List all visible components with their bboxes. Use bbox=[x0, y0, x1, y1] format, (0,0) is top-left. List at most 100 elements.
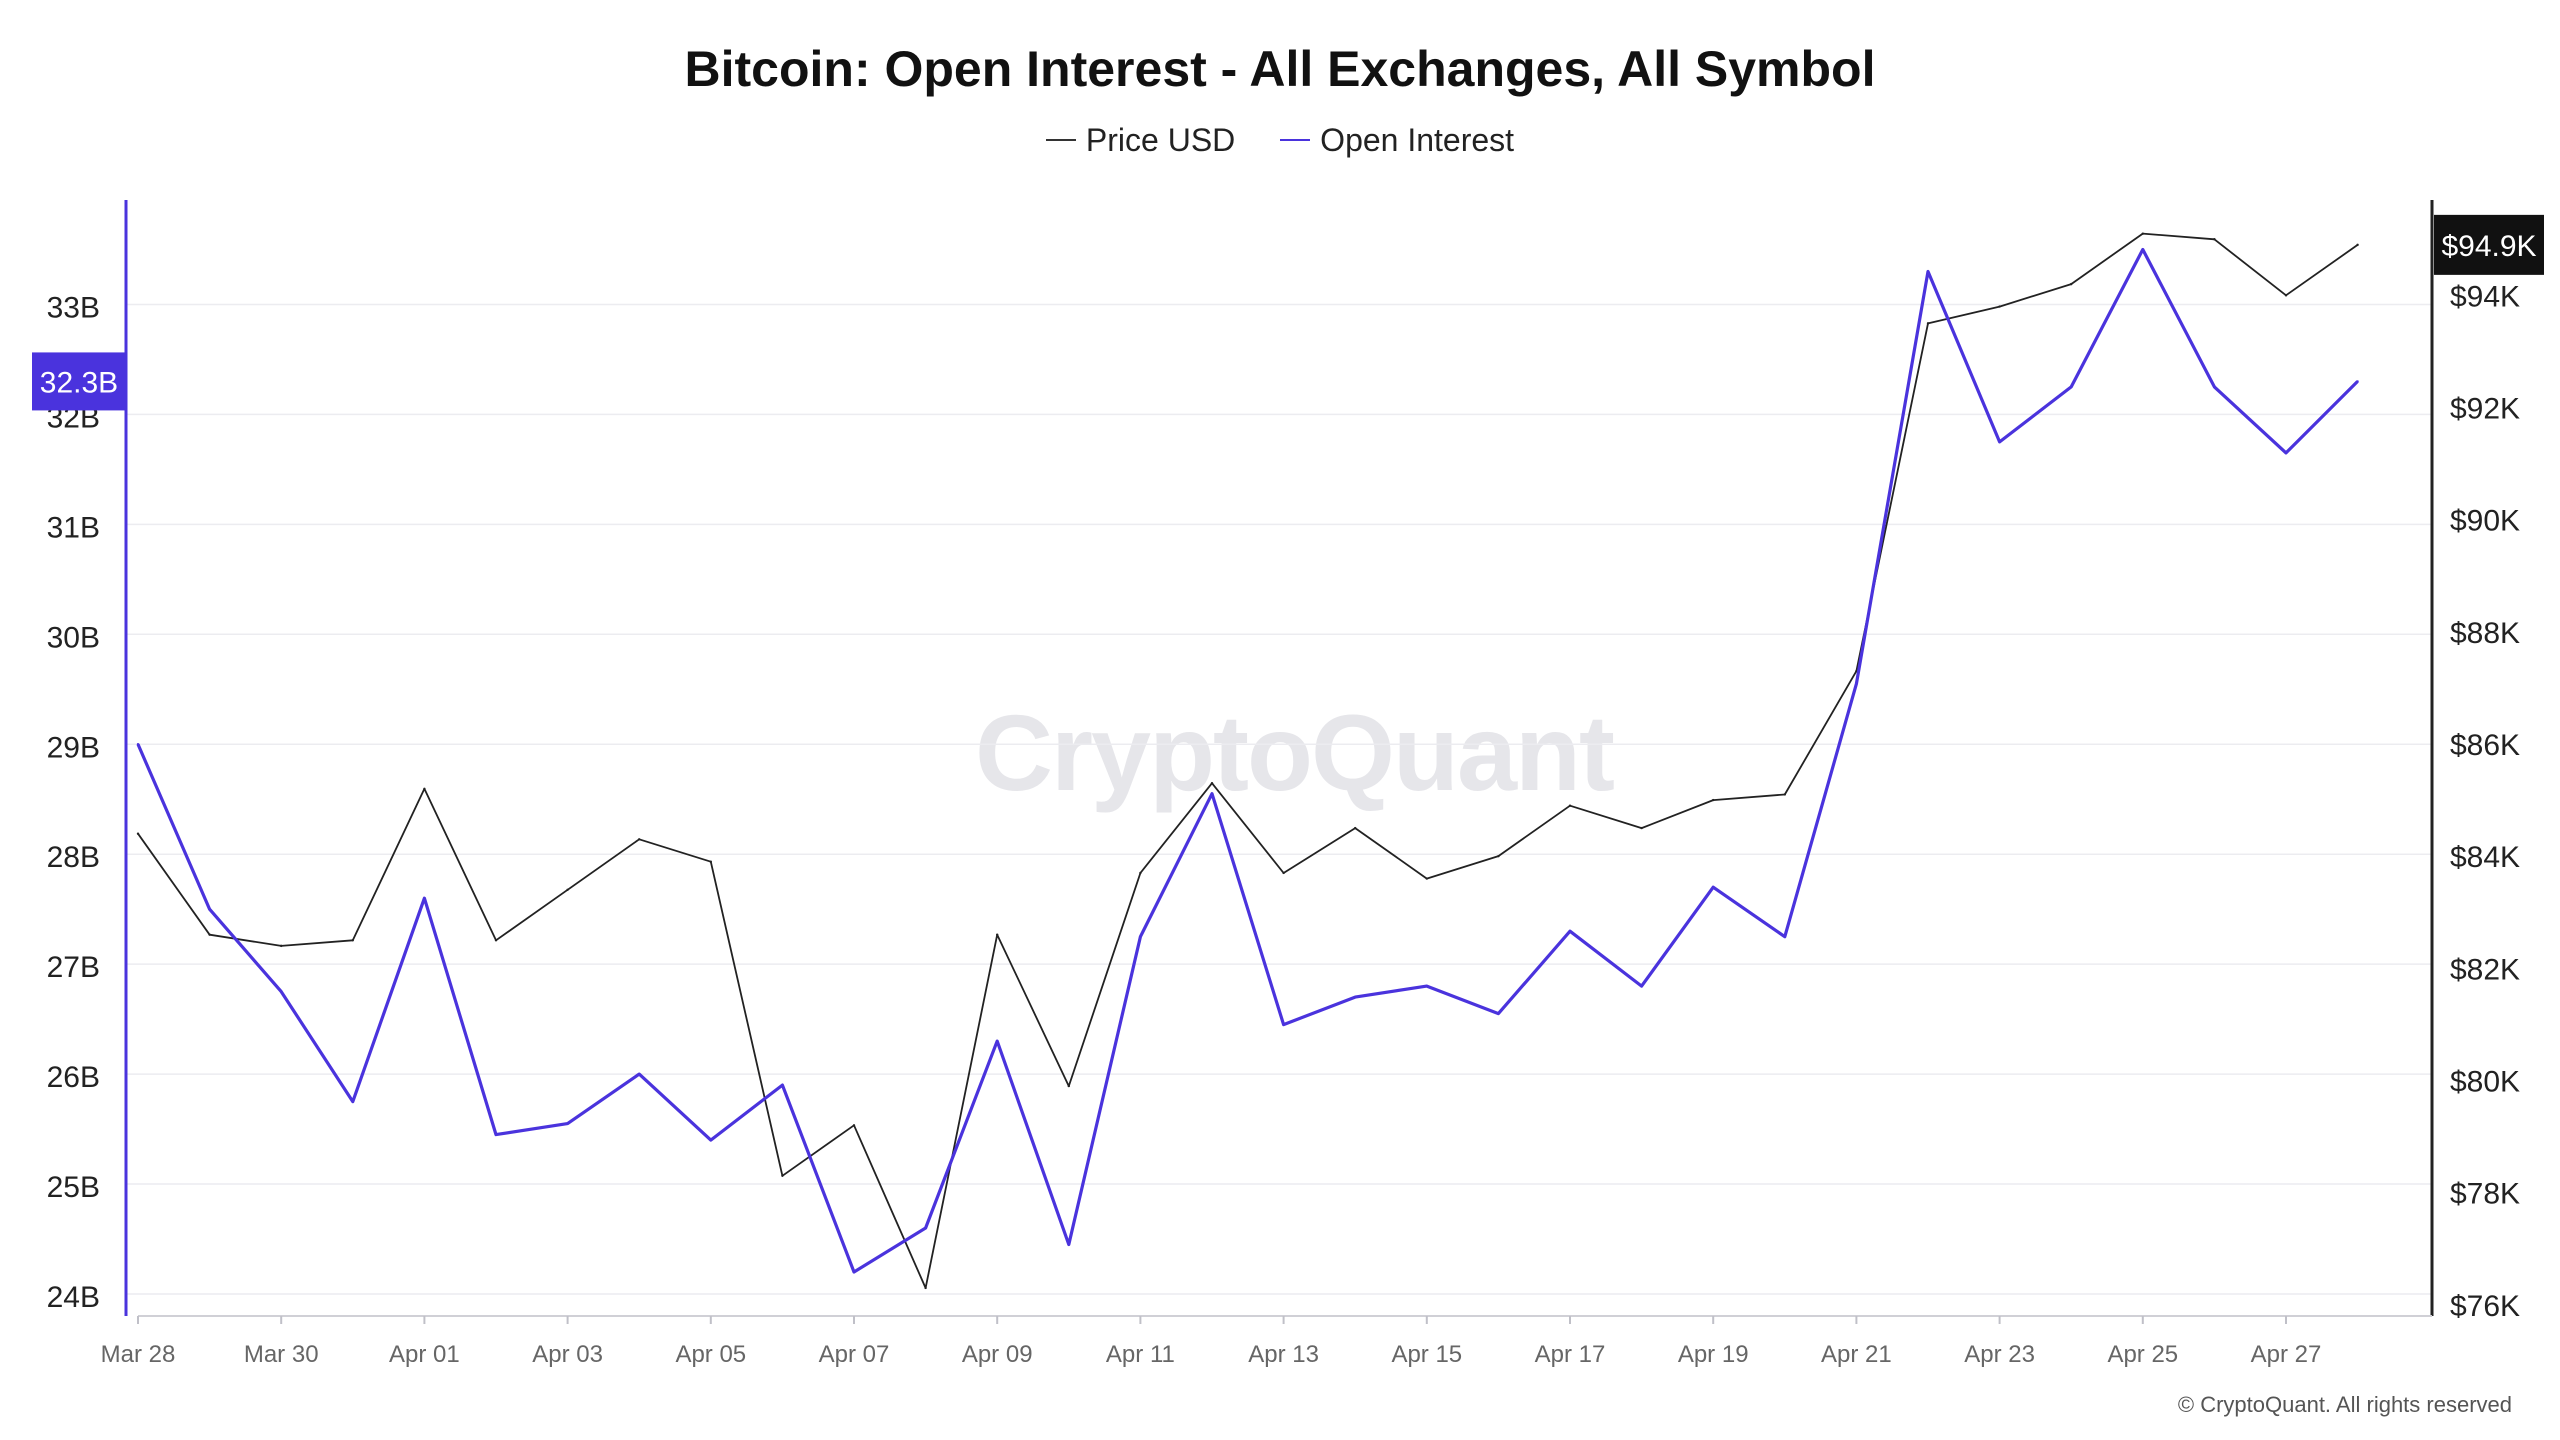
data-point-open-interest bbox=[2141, 248, 2144, 251]
legend-item-price[interactable]: Price USD bbox=[1045, 122, 1236, 159]
axis-layer bbox=[124, 200, 2434, 1324]
chart-title: Bitcoin: Open Interest - All Exchanges, … bbox=[684, 41, 1876, 97]
data-point-open-interest bbox=[709, 1138, 712, 1142]
legend-label-price: Price USD bbox=[1085, 122, 1236, 158]
y-right-tick-label: $86K bbox=[2450, 729, 2520, 762]
y-right-tick-label: $88K bbox=[2450, 617, 2520, 650]
data-point-open-interest bbox=[2356, 380, 2359, 383]
x-tick-label: Apr 01 bbox=[389, 1341, 460, 1368]
x-tick-label: Mar 30 bbox=[244, 1341, 319, 1368]
data-point-price-usd bbox=[1783, 793, 1787, 796]
data-point-price-usd bbox=[1497, 854, 1500, 858]
data-point-price-usd bbox=[2141, 232, 2144, 235]
data-point-price-usd bbox=[1926, 322, 1930, 325]
legend-label-open-interest: Open Interest bbox=[1320, 122, 1515, 158]
x-tick-label: Mar 28 bbox=[101, 1341, 176, 1368]
legend-item-open-interest[interactable]: Open Interest bbox=[1280, 122, 1514, 159]
current-oi-badge bbox=[32, 352, 126, 411]
data-point-open-interest bbox=[924, 1226, 927, 1230]
current-oi-label: 32.3B bbox=[40, 366, 118, 399]
data-point-price-usd bbox=[1067, 1084, 1071, 1088]
x-tick-label: Apr 15 bbox=[1391, 1341, 1462, 1368]
data-point-price-usd bbox=[1210, 782, 1214, 785]
data-point-open-interest bbox=[1139, 935, 1142, 938]
copyright-notice: © CryptoQuant. All rights reserved bbox=[2177, 1392, 2512, 1417]
x-tick-label: Apr 25 bbox=[2107, 1341, 2178, 1368]
data-point-open-interest bbox=[1712, 885, 1715, 889]
data-point-price-usd bbox=[1568, 804, 1572, 807]
data-point-price-usd bbox=[566, 888, 569, 891]
data-point-open-interest bbox=[351, 1100, 354, 1103]
y-left-tick-label: 24B bbox=[47, 1281, 100, 1314]
x-tick-label: Apr 13 bbox=[1248, 1341, 1319, 1368]
data-point-price-usd bbox=[494, 939, 498, 942]
data-point-price-usd bbox=[2356, 243, 2359, 247]
data-point-open-interest bbox=[1067, 1243, 1071, 1246]
data-point-price-usd bbox=[2213, 238, 2216, 241]
x-tick-label: Apr 19 bbox=[1678, 1341, 1749, 1368]
data-point-price-usd bbox=[136, 832, 140, 835]
x-tick-label: Apr 07 bbox=[819, 1341, 890, 1368]
data-point-open-interest bbox=[494, 1133, 498, 1136]
y-right-tick-label: $84K bbox=[2450, 841, 2520, 874]
data-point-open-interest bbox=[2284, 451, 2288, 455]
data-point-open-interest bbox=[1998, 440, 2001, 444]
data-point-open-interest bbox=[1282, 1023, 1285, 1026]
legend: Price USD Open Interest bbox=[0, 122, 2560, 159]
data-point-price-usd bbox=[2284, 294, 2288, 297]
data-point-open-interest bbox=[1210, 792, 1214, 795]
data-point-price-usd bbox=[1139, 871, 1142, 875]
data-point-open-interest bbox=[2213, 385, 2216, 389]
x-tick-label: Apr 17 bbox=[1535, 1341, 1606, 1368]
current-price-badge bbox=[2434, 214, 2544, 275]
data-point-price-usd bbox=[852, 1124, 856, 1127]
legend-swatch-price bbox=[1045, 138, 1076, 141]
data-point-open-interest bbox=[1497, 1012, 1500, 1015]
y-right-tick-label: $80K bbox=[2450, 1065, 2520, 1098]
x-tick-label: Apr 11 bbox=[1106, 1341, 1175, 1368]
y-right-tick-label: $94K bbox=[2450, 280, 2520, 313]
y-right-tick-label: $78K bbox=[2450, 1178, 2520, 1211]
line-layer bbox=[136, 232, 2359, 1290]
y-left-tick-label: 29B bbox=[47, 731, 100, 764]
data-point-price-usd bbox=[208, 933, 211, 936]
data-point-price-usd bbox=[1354, 826, 1357, 830]
y-left-tick-label: 30B bbox=[47, 621, 100, 654]
data-point-price-usd bbox=[638, 838, 641, 841]
data-point-price-usd bbox=[996, 933, 999, 936]
data-point-price-usd bbox=[2070, 282, 2073, 286]
x-tick-label: Apr 23 bbox=[1964, 1341, 2035, 1368]
data-point-price-usd bbox=[709, 860, 712, 863]
y-left-tick-label: 27B bbox=[47, 951, 100, 984]
data-point-open-interest bbox=[566, 1122, 569, 1125]
data-point-open-interest bbox=[2070, 385, 2073, 389]
data-point-price-usd bbox=[423, 787, 426, 791]
data-point-open-interest bbox=[1783, 935, 1787, 938]
data-point-open-interest bbox=[1926, 270, 1930, 273]
y-left-tick-label: 26B bbox=[47, 1061, 100, 1094]
data-point-price-usd bbox=[1425, 877, 1429, 880]
grid-layer bbox=[126, 303, 2432, 1295]
data-point-price-usd bbox=[1712, 798, 1715, 802]
x-tick-label: Apr 03 bbox=[532, 1341, 603, 1368]
data-point-open-interest bbox=[1855, 682, 1858, 685]
data-point-open-interest bbox=[1568, 929, 1572, 933]
x-tick-label: Apr 09 bbox=[962, 1341, 1033, 1368]
legend-swatch-open-interest bbox=[1280, 138, 1311, 141]
data-point-open-interest bbox=[996, 1039, 999, 1043]
series-line-open-interest bbox=[136, 247, 2359, 1274]
data-point-open-interest bbox=[1425, 984, 1429, 988]
data-point-open-interest bbox=[781, 1083, 784, 1087]
watermark: CryptoQuant bbox=[975, 692, 1615, 813]
data-point-open-interest bbox=[423, 896, 426, 900]
current-price-label: $94.9K bbox=[2441, 230, 2536, 263]
data-point-price-usd bbox=[1998, 305, 2001, 308]
y-right-tick-label: $82K bbox=[2450, 953, 2520, 986]
y-left-tick-label: 28B bbox=[47, 841, 100, 874]
data-point-open-interest bbox=[852, 1270, 856, 1274]
y-left-tick-label: 33B bbox=[47, 291, 100, 324]
x-tick-label: Apr 27 bbox=[2251, 1341, 2322, 1368]
data-point-open-interest bbox=[1640, 984, 1643, 988]
data-point-open-interest bbox=[208, 907, 211, 911]
y-left-tick-label: 31B bbox=[47, 511, 100, 544]
